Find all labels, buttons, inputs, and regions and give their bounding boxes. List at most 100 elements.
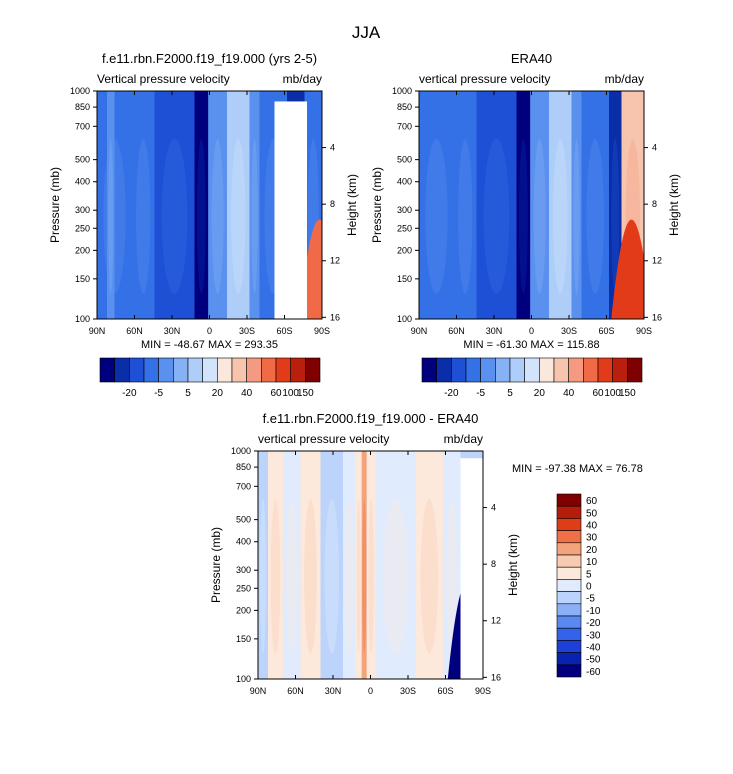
colorbar-box xyxy=(231,357,247,383)
min-max-label: MIN = -48.67 MAX = 293.35 xyxy=(141,339,278,351)
x-tick-label: 60N xyxy=(126,326,143,336)
field-contour xyxy=(251,138,258,294)
colorbar-box xyxy=(556,603,582,617)
colorbar-label: 30 xyxy=(586,533,598,544)
height-tick-label: 16 xyxy=(652,312,662,322)
field-contour xyxy=(345,498,354,654)
units-label: mb/day xyxy=(444,432,483,446)
field-contour xyxy=(425,138,448,294)
colorbar-box xyxy=(627,357,643,383)
colorbar-box xyxy=(524,357,540,383)
height-tick-label: 4 xyxy=(652,143,657,153)
colorbar-label: -20 xyxy=(122,388,137,399)
colorbar-box xyxy=(568,357,584,383)
field-contour xyxy=(483,138,510,294)
panel-title: ERA40 xyxy=(511,51,552,66)
x-tick-label: 90S xyxy=(636,326,652,336)
panel-title: f.e11.rbn.F2000.f19_f19.000 (yrs 2-5) xyxy=(102,51,317,66)
colorbar-box xyxy=(556,554,582,568)
colorbar-label: 40 xyxy=(241,388,253,399)
field-band xyxy=(107,91,115,319)
field-band xyxy=(366,451,376,679)
height-tick-label: 8 xyxy=(491,559,496,569)
field-band xyxy=(571,91,582,319)
colorbar-label: -20 xyxy=(444,388,459,399)
colorbar-box xyxy=(436,357,452,383)
y-axis-title-right: Height (km) xyxy=(506,534,520,596)
panel-difference: f.e11.rbn.F2000.f19_f19.000 - ERA40 verti… xyxy=(209,411,643,696)
colorbar-box xyxy=(556,615,582,629)
field-contour xyxy=(368,498,374,654)
y-tick-label: 150 xyxy=(75,274,90,284)
colorbar-box xyxy=(556,566,582,580)
field-band xyxy=(530,91,549,319)
field-band xyxy=(268,451,283,679)
units-label: mb/day xyxy=(283,72,322,86)
colorbar-box xyxy=(556,652,582,666)
x-tick-label: 90N xyxy=(89,326,106,336)
x-tick-label: 90N xyxy=(411,326,428,336)
field-contour xyxy=(286,498,298,654)
height-tick-label: 16 xyxy=(491,672,501,682)
figure-title: JJA xyxy=(352,23,381,42)
field-contour xyxy=(304,498,317,654)
field-contour xyxy=(231,138,246,294)
field-band xyxy=(454,91,477,319)
x-tick-label: 30N xyxy=(164,326,181,336)
y-tick-label: 200 xyxy=(236,605,251,615)
min-max-label: MIN = -61.30 MAX = 115.88 xyxy=(463,339,599,351)
field-band xyxy=(320,451,343,679)
x-tick-label: 30S xyxy=(561,326,577,336)
panel-model: f.e11.rbn.F2000.f19_f19.000 (yrs 2-5) Ver… xyxy=(48,51,359,351)
colorbar-label: 150 xyxy=(619,388,636,399)
x-tick-label: 60S xyxy=(598,326,614,336)
field-band xyxy=(476,91,517,319)
y-tick-label: 300 xyxy=(397,205,412,215)
colorbar-label: -5 xyxy=(586,594,595,605)
colorbar-label: 150 xyxy=(297,388,314,399)
y-tick-label: 300 xyxy=(75,205,90,215)
colorbar-box xyxy=(246,357,262,383)
colorbar-box xyxy=(114,357,130,383)
colorbar-box xyxy=(217,357,233,383)
field-contour xyxy=(586,138,605,294)
y-tick-label: 150 xyxy=(236,634,251,644)
field-band xyxy=(154,91,195,319)
height-tick-label: 16 xyxy=(330,312,340,322)
y-tick-label: 150 xyxy=(397,274,412,284)
x-tick-label: 60N xyxy=(287,686,304,696)
field-contour xyxy=(518,138,528,294)
field-contour xyxy=(446,498,458,654)
y-tick-label: 850 xyxy=(236,462,251,472)
colorbar-label: 5 xyxy=(507,388,513,399)
x-tick-label: 60N xyxy=(448,326,465,336)
y-tick-label: 250 xyxy=(236,583,251,593)
colorbar-label: 60 xyxy=(586,496,598,507)
height-tick-label: 12 xyxy=(652,256,662,266)
colorbar-box xyxy=(556,579,582,592)
colorbar-label: 60 xyxy=(592,388,604,399)
variable-label: vertical pressure velocity xyxy=(419,72,550,86)
colorbar-box xyxy=(143,357,159,383)
y-tick-label: 400 xyxy=(75,177,90,187)
plot-area xyxy=(97,91,322,319)
y-tick-label: 850 xyxy=(397,102,412,112)
field-contour xyxy=(108,138,114,294)
field-band xyxy=(375,451,416,679)
colorbar-label: 20 xyxy=(586,545,598,556)
y-tick-label: 700 xyxy=(75,121,90,131)
colorbar-box xyxy=(480,357,496,383)
field-contour xyxy=(533,138,546,294)
field-contour xyxy=(270,498,281,654)
y-tick-label: 850 xyxy=(75,102,90,112)
colorbar-label: 0 xyxy=(586,582,592,593)
field-band xyxy=(361,451,367,679)
x-tick-label: 0 xyxy=(529,326,534,336)
colorbar-label: 5 xyxy=(586,569,592,580)
colorbar-box xyxy=(556,542,582,556)
height-tick-label: 8 xyxy=(652,199,657,209)
x-tick-label: 90S xyxy=(475,686,491,696)
colorbar-label: 40 xyxy=(586,521,598,532)
